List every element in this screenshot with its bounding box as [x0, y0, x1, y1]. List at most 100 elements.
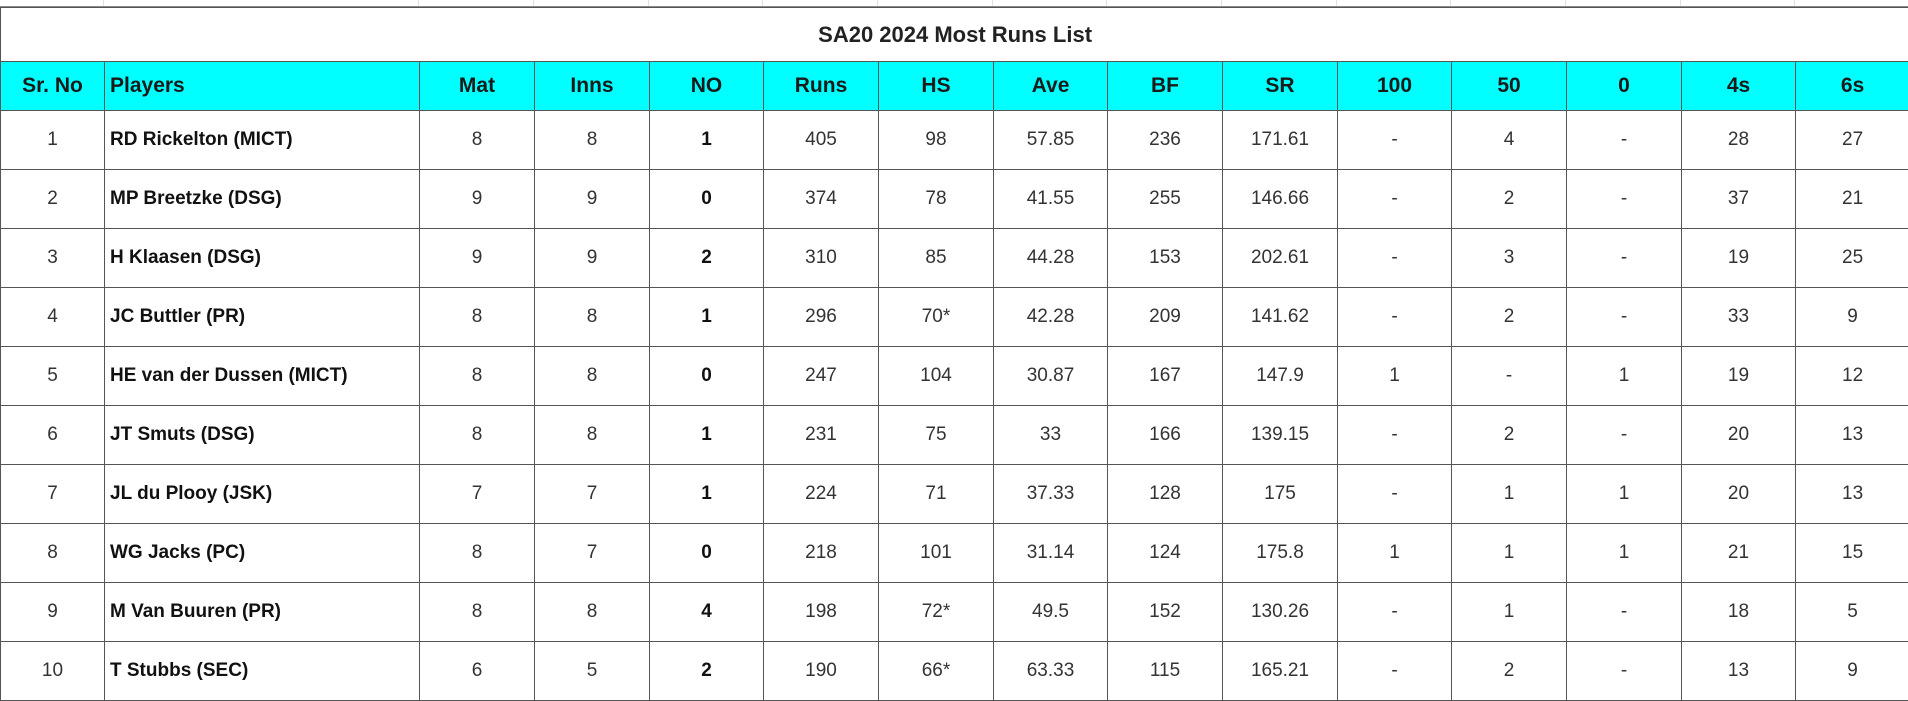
cell-runs: 405 [764, 111, 879, 170]
cell-fours: 20 [1682, 465, 1796, 524]
cell-fifties: 2 [1452, 406, 1567, 465]
column-header-sixes: 6s [1796, 62, 1908, 111]
cell-fifties: - [1452, 347, 1567, 406]
cell-fours: 33 [1682, 288, 1796, 347]
cell-sixes: 12 [1796, 347, 1908, 406]
cell-fours: 19 [1682, 347, 1796, 406]
cell-bf: 236 [1108, 111, 1223, 170]
cell-sixes: 13 [1796, 465, 1908, 524]
cell-players: H Klaasen (DSG) [105, 229, 420, 288]
cell-inns: 5 [535, 642, 650, 701]
cell-fours: 21 [1682, 524, 1796, 583]
cell-hs: 71 [879, 465, 994, 524]
cell-no: 1 [650, 406, 764, 465]
table-title: SA20 2024 Most Runs List [1, 8, 1908, 62]
cell-sr: 147.9 [1223, 347, 1338, 406]
cell-ducks: - [1567, 642, 1682, 701]
column-header-sr-no: Sr. No [1, 62, 105, 111]
cell-ducks: - [1567, 170, 1682, 229]
title-row: SA20 2024 Most Runs List [1, 8, 1908, 62]
cell-no: 4 [650, 583, 764, 642]
cell-no: 1 [650, 288, 764, 347]
cell-bf: 124 [1108, 524, 1223, 583]
cell-sr: 175.8 [1223, 524, 1338, 583]
cell-mat: 8 [420, 583, 535, 642]
cell-bf: 153 [1108, 229, 1223, 288]
column-header-bf: BF [1108, 62, 1223, 111]
cell-mat: 9 [420, 170, 535, 229]
cell-ave: 33 [994, 406, 1108, 465]
cell-inns: 9 [535, 229, 650, 288]
cell-inns: 8 [535, 583, 650, 642]
cell-bf: 166 [1108, 406, 1223, 465]
cell-ave: 63.33 [994, 642, 1108, 701]
cell-ducks: - [1567, 111, 1682, 170]
column-header-fifties: 50 [1452, 62, 1567, 111]
cell-hundreds: - [1338, 170, 1452, 229]
cell-mat: 8 [420, 347, 535, 406]
cell-sr-no: 5 [1, 347, 105, 406]
cell-no: 1 [650, 111, 764, 170]
cell-players: MP Breetzke (DSG) [105, 170, 420, 229]
cell-mat: 8 [420, 524, 535, 583]
cell-players: RD Rickelton (MICT) [105, 111, 420, 170]
cell-bf: 128 [1108, 465, 1223, 524]
cell-ave: 31.14 [994, 524, 1108, 583]
column-header-inns: Inns [535, 62, 650, 111]
cell-hundreds: - [1338, 288, 1452, 347]
cell-sr: 175 [1223, 465, 1338, 524]
column-header-mat: Mat [420, 62, 535, 111]
cell-sixes: 5 [1796, 583, 1908, 642]
cell-fifties: 1 [1452, 465, 1567, 524]
cell-sr-no: 2 [1, 170, 105, 229]
cell-runs: 190 [764, 642, 879, 701]
cell-ducks: 1 [1567, 347, 1682, 406]
cell-hundreds: - [1338, 229, 1452, 288]
cell-runs: 198 [764, 583, 879, 642]
cell-no: 0 [650, 170, 764, 229]
cell-mat: 9 [420, 229, 535, 288]
cell-hundreds: - [1338, 111, 1452, 170]
cell-ave: 30.87 [994, 347, 1108, 406]
cell-fours: 13 [1682, 642, 1796, 701]
column-header-sr: SR [1223, 62, 1338, 111]
cell-sr: 165.21 [1223, 642, 1338, 701]
cell-runs: 218 [764, 524, 879, 583]
cell-no: 0 [650, 347, 764, 406]
cell-sr: 139.15 [1223, 406, 1338, 465]
cell-hundreds: - [1338, 583, 1452, 642]
cell-hs: 75 [879, 406, 994, 465]
cell-mat: 6 [420, 642, 535, 701]
cell-players: JL du Plooy (JSK) [105, 465, 420, 524]
cell-bf: 115 [1108, 642, 1223, 701]
cell-players: HE van der Dussen (MICT) [105, 347, 420, 406]
cell-fifties: 1 [1452, 583, 1567, 642]
cell-sr: 171.61 [1223, 111, 1338, 170]
cell-ducks: - [1567, 288, 1682, 347]
cell-inns: 7 [535, 524, 650, 583]
cell-inns: 8 [535, 347, 650, 406]
cell-sr-no: 10 [1, 642, 105, 701]
cell-fifties: 2 [1452, 170, 1567, 229]
cell-sr: 146.66 [1223, 170, 1338, 229]
cell-ave: 42.28 [994, 288, 1108, 347]
cell-players: JT Smuts (DSG) [105, 406, 420, 465]
cell-sr: 202.61 [1223, 229, 1338, 288]
cell-mat: 8 [420, 111, 535, 170]
cell-hs: 78 [879, 170, 994, 229]
cell-hundreds: - [1338, 642, 1452, 701]
cell-runs: 310 [764, 229, 879, 288]
cell-runs: 247 [764, 347, 879, 406]
cell-players: T Stubbs (SEC) [105, 642, 420, 701]
cell-hs: 98 [879, 111, 994, 170]
cell-ducks: 1 [1567, 465, 1682, 524]
